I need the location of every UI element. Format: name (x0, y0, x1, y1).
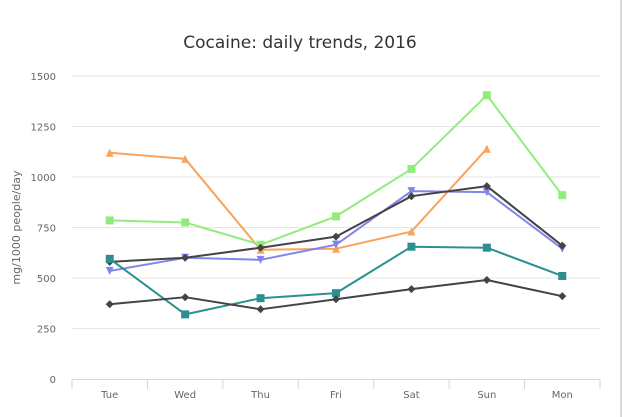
data-point (332, 244, 340, 253)
y-tick-label: 1500 (31, 72, 56, 83)
y-tick-label: 750 (37, 224, 56, 235)
y-tick-label: 1000 (31, 173, 56, 184)
series-2 (105, 91, 567, 249)
data-point (407, 164, 416, 173)
x-axis-ticks: Tue Wed Thu Fri Sat Sun Mon (100, 390, 573, 401)
y-axis-ticks: 0 250 500 750 1000 1250 1500 (31, 72, 56, 386)
data-point (256, 255, 265, 264)
data-point (181, 154, 190, 163)
series-1 (105, 144, 491, 254)
y-tick-label: 0 (50, 375, 56, 386)
data-point (105, 300, 114, 309)
data-point (407, 242, 416, 251)
x-tick-label: Tue (100, 390, 118, 401)
series-line (108, 245, 564, 316)
y-tick-label: 1250 (31, 123, 56, 134)
data-point (332, 295, 340, 304)
y-tick-label: 250 (37, 325, 56, 336)
data-point (482, 243, 491, 252)
data-point (482, 182, 491, 191)
data-point (482, 188, 491, 197)
x-tick-label: Sun (477, 390, 496, 401)
data-point (407, 192, 416, 201)
data-point (558, 191, 567, 200)
data-point (105, 266, 114, 275)
y-tick-label: 500 (37, 274, 56, 285)
series-6 (105, 276, 567, 314)
y-axis-title: mg/1000 people/day (10, 170, 23, 285)
chart-title: Cocaine: daily trends, 2016 (183, 33, 416, 53)
data-point (407, 285, 416, 294)
series-3 (105, 187, 567, 275)
data-point (181, 218, 190, 227)
data-point (332, 232, 340, 241)
data-point (105, 254, 114, 263)
data-point (256, 243, 265, 252)
data-point (181, 310, 190, 319)
data-point (407, 227, 416, 236)
series-4 (105, 182, 567, 266)
data-point (105, 216, 114, 225)
series-line (108, 147, 488, 251)
grid-lines (72, 75, 600, 329)
x-axis (71, 379, 601, 389)
data-point (181, 253, 190, 262)
series-5 (105, 242, 567, 319)
data-point (407, 187, 416, 196)
data-point (482, 91, 491, 100)
data-point (105, 148, 114, 157)
data-point (482, 276, 491, 285)
data-point (482, 144, 491, 153)
series-line (108, 94, 564, 246)
x-tick-label: Fri (330, 390, 342, 401)
data-point (332, 289, 340, 298)
x-tick-label: Thu (250, 390, 270, 401)
data-point (558, 271, 567, 280)
x-tick-label: Mon (552, 390, 573, 401)
data-point (256, 294, 265, 303)
panel-border (620, 0, 622, 417)
x-tick-label: Wed (174, 390, 196, 401)
data-point (332, 212, 340, 221)
data-point (181, 293, 190, 302)
data-point (332, 240, 340, 249)
series-group (105, 91, 567, 319)
data-point (558, 292, 567, 301)
data-point (256, 305, 265, 314)
data-point (558, 241, 567, 250)
x-tick-label: Sat (403, 390, 419, 401)
